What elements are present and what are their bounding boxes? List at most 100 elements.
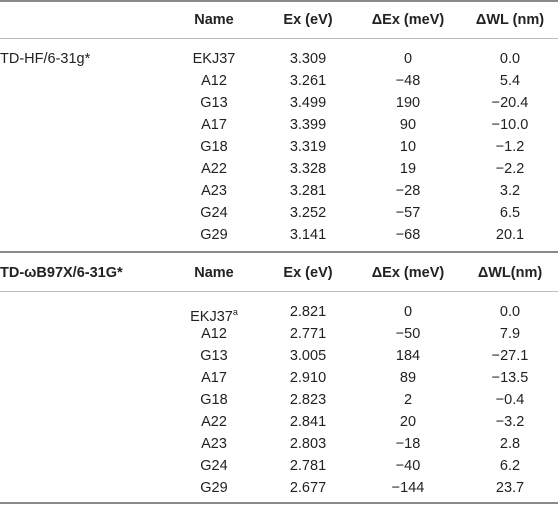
cell-delta-ex: 190 — [352, 92, 464, 114]
cell-delta-wl: 5.4 — [462, 70, 558, 92]
cell-name: A23 — [168, 180, 260, 202]
section1-label: TD-HF/6-31g* — [0, 51, 91, 67]
cell-ex-text: 3.328 — [289, 161, 327, 177]
cell-delta-wl-text: −13.5 — [491, 370, 529, 386]
cell-delta-ex: 10 — [352, 136, 464, 158]
cell-delta-wl: 20.1 — [462, 224, 558, 246]
cell-name-text: A22 — [201, 161, 227, 177]
cell-name: G29 — [168, 224, 260, 246]
header-ex: Ex (eV) — [283, 12, 333, 28]
section1-header-row: Name Ex (eV) ΔEx (meV) ΔWL (nm) — [0, 9, 558, 31]
cell-ex-text: 2.821 — [289, 304, 327, 320]
cell-delta-wl: −3.2 — [462, 411, 558, 433]
section2-label: TD-ωB97X/6-31G* — [0, 265, 123, 281]
cell-name-text: G24 — [200, 205, 228, 221]
cell-ex: 3.261 — [268, 70, 348, 92]
cell-name: G13 — [168, 345, 260, 367]
cell-name: G18 — [168, 389, 260, 411]
table-row: A17 3.399 90 −10.0 — [0, 114, 558, 136]
cell-ex-text: 3.005 — [289, 348, 327, 364]
cell-name: G29 — [168, 477, 260, 499]
cell-delta-wl-text: −0.4 — [495, 392, 525, 408]
table-row: G24 2.781 −40 6.2 — [0, 455, 558, 477]
cell-ex: 3.499 — [268, 92, 348, 114]
cell-ex-text: 2.677 — [289, 480, 327, 496]
cell-delta-ex-text: −28 — [395, 183, 421, 199]
cell-name: EKJ37 — [168, 48, 260, 70]
cell-delta-wl-text: 5.4 — [499, 73, 521, 89]
cell-delta-wl-text: −3.2 — [495, 414, 525, 430]
cell-delta-wl-text: 20.1 — [495, 227, 525, 243]
cell-delta-wl: −0.4 — [462, 389, 558, 411]
cell-ex: 2.821 — [268, 301, 348, 323]
table-row: G29 3.141 −68 20.1 — [0, 224, 558, 246]
table-row: G13 3.499 190 −20.4 — [0, 92, 558, 114]
cell-name: G13 — [168, 92, 260, 114]
cell-name-text: A17 — [201, 117, 227, 133]
table-row: A22 2.841 20 −3.2 — [0, 411, 558, 433]
cell-ex: 3.319 — [268, 136, 348, 158]
cell-ex: 3.399 — [268, 114, 348, 136]
cell-name-text: G13 — [200, 95, 228, 111]
table-row: A23 2.803 −18 2.8 — [0, 433, 558, 455]
cell-delta-ex: −144 — [352, 477, 464, 499]
cell-delta-ex-text: 0 — [403, 304, 413, 320]
cell-name-text: A23 — [201, 436, 227, 452]
cell-delta-ex-text: −40 — [395, 458, 421, 474]
cell-delta-wl: −10.0 — [462, 114, 558, 136]
cell-delta-ex-text: −57 — [395, 205, 421, 221]
cell-delta-wl: −1.2 — [462, 136, 558, 158]
table-row: G29 2.677 −144 23.7 — [0, 477, 558, 499]
cell-delta-wl: 0.0 — [462, 48, 558, 70]
cell-name-text: G18 — [200, 139, 228, 155]
cell-delta-ex-text: 89 — [399, 370, 417, 386]
cell-ex-text: 3.309 — [289, 51, 327, 67]
cell-ex: 3.328 — [268, 158, 348, 180]
table-row: A12 2.771 −50 7.9 — [0, 323, 558, 345]
cell-ex: 3.309 — [268, 48, 348, 70]
cell-delta-wl-text: 23.7 — [495, 480, 525, 496]
cell-delta-wl-text: −20.4 — [491, 95, 529, 111]
table-row: G24 3.252 −57 6.5 — [0, 202, 558, 224]
cell-delta-wl-text: −2.2 — [495, 161, 525, 177]
cell-name: G18 — [168, 136, 260, 158]
cell-ex: 3.141 — [268, 224, 348, 246]
cell-delta-wl: 23.7 — [462, 477, 558, 499]
header-name: Name — [194, 12, 234, 28]
cell-ex-text: 2.841 — [289, 414, 327, 430]
cell-name-text: A12 — [201, 326, 227, 342]
header-delta-wl: ΔWL(nm) — [477, 265, 543, 281]
cell-delta-ex: 20 — [352, 411, 464, 433]
cell-name: A23 — [168, 433, 260, 455]
cell-delta-wl-text: 7.9 — [499, 326, 521, 342]
table-row: A23 3.281 −28 3.2 — [0, 180, 558, 202]
cell-ex-text: 3.281 — [289, 183, 327, 199]
cell-name: G24 — [168, 202, 260, 224]
cell-name: A12 — [168, 70, 260, 92]
cell-ex: 2.803 — [268, 433, 348, 455]
cell-name-text: G29 — [200, 227, 228, 243]
cell-name-text: A17 — [201, 370, 227, 386]
cell-ex: 3.252 — [268, 202, 348, 224]
table-row: G13 3.005 184 −27.1 — [0, 345, 558, 367]
cell-delta-ex: 0 — [352, 48, 464, 70]
cell-name-text: G18 — [200, 392, 228, 408]
cell-delta-ex-text: 19 — [399, 161, 417, 177]
cell-name: A22 — [168, 411, 260, 433]
cell-name-text: A23 — [201, 183, 227, 199]
table-row: G18 2.823 2 −0.4 — [0, 389, 558, 411]
cell-delta-wl-text: 0.0 — [499, 304, 521, 320]
cell-delta-ex-text: −18 — [395, 436, 421, 452]
cell-delta-ex-text: −48 — [395, 73, 421, 89]
cell-ex: 2.677 — [268, 477, 348, 499]
section1-header-rule — [0, 38, 558, 39]
cell-ex-text: 2.823 — [289, 392, 327, 408]
cell-ex: 2.823 — [268, 389, 348, 411]
table-row: A22 3.328 19 −2.2 — [0, 158, 558, 180]
cell-delta-wl-text: −10.0 — [491, 117, 529, 133]
cell-delta-ex: −57 — [352, 202, 464, 224]
cell-delta-ex: 19 — [352, 158, 464, 180]
cell-ex-text: 3.399 — [289, 117, 327, 133]
table-row: EKJ37 3.309 0 0.0 — [0, 48, 558, 70]
cell-delta-wl: −13.5 — [462, 367, 558, 389]
